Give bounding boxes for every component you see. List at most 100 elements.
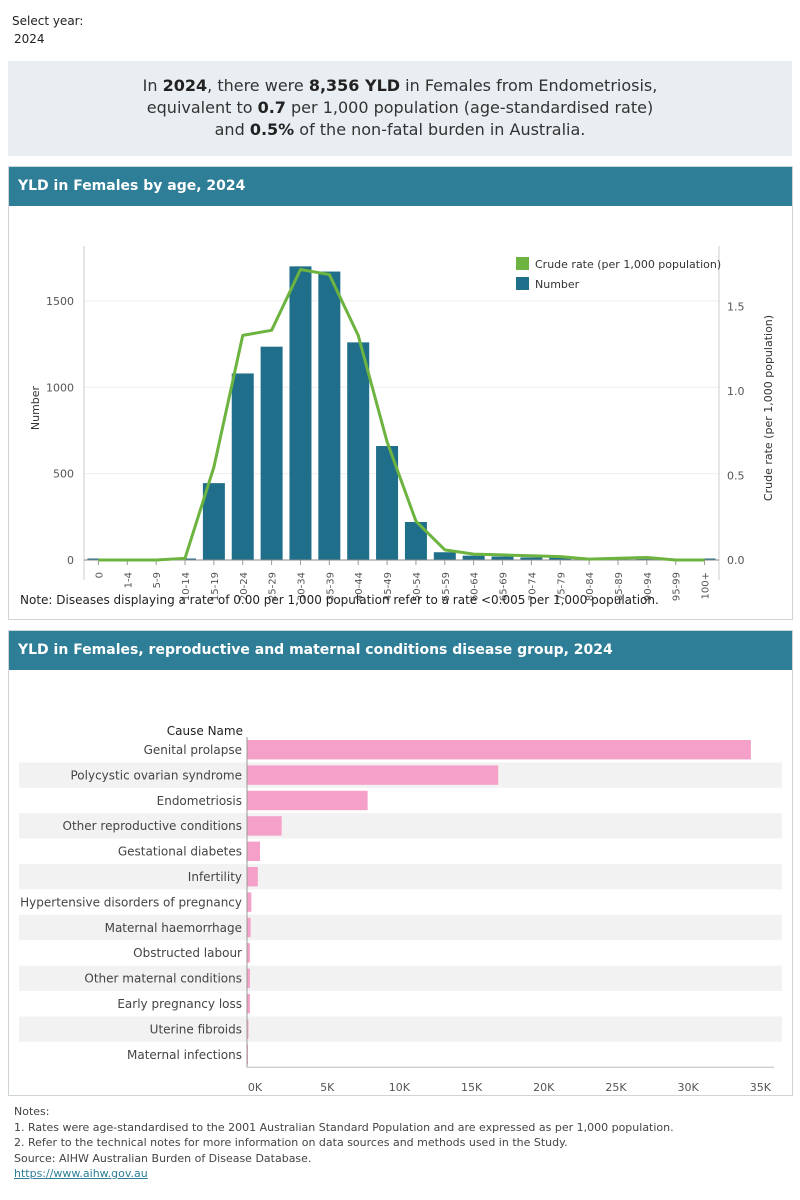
y-tick-label: 500: [53, 468, 74, 481]
cause-label: Gestational diabetes: [118, 845, 242, 859]
x-tick-label: 10K: [389, 1081, 411, 1094]
x-tick-label: 30K: [678, 1081, 700, 1094]
bar: [376, 446, 399, 560]
x-tick-label: 75-79: [556, 572, 567, 601]
bar: [404, 522, 427, 560]
cause-bar: [247, 790, 368, 811]
x-tick-label: 85-89: [614, 572, 625, 601]
cause-chart-panel: YLD in Females, reproductive and materna…: [8, 630, 793, 1120]
y2-axis-title: Crude rate (per 1,000 population): [762, 315, 775, 501]
summary-rate: 0.7: [257, 98, 286, 117]
footer-line: 2. Refer to the technical notes for more…: [14, 1136, 568, 1149]
summary-yld: 8,356 YLD: [308, 76, 401, 95]
x-tick-label: 1-4: [123, 572, 134, 588]
age-chart-note: Note: Diseases displaying a rate of 0.00…: [20, 593, 659, 607]
bar: [347, 342, 370, 560]
footer-line: Notes:: [14, 1105, 50, 1118]
cause-label: Polycystic ovarian syndrome: [71, 768, 243, 782]
cause-label: Maternal infections: [127, 1048, 242, 1062]
x-tick-label: 5-9: [152, 572, 163, 588]
footer-line: Source: AIHW Australian Burden of Diseas…: [14, 1151, 312, 1165]
x-tick-label: 20K: [533, 1081, 555, 1094]
summary-line-2: equivalent to 0.7 per 1,000 population (…: [146, 98, 654, 117]
y-tick-label: 1500: [46, 295, 74, 308]
cause-bar: [247, 841, 260, 861]
year-filter-value[interactable]: 2024: [14, 32, 45, 46]
source-link[interactable]: https://www.aihw.gov.au: [14, 1167, 148, 1180]
x-tick-label: 35K: [750, 1081, 772, 1094]
bar: [635, 558, 658, 560]
bar: [318, 271, 341, 560]
legend-swatch-number: [516, 277, 529, 290]
cause-label: Hypertensive disorders of pregnancy: [20, 895, 242, 909]
row-band: [19, 1016, 782, 1042]
x-tick-label: 25-29: [268, 572, 279, 601]
row-band: [19, 813, 782, 839]
cause-label: Other maternal conditions: [84, 972, 242, 986]
x-tick-label: 5K: [320, 1081, 335, 1094]
year-filter-label: Select year:: [12, 14, 84, 28]
cause-chart[interactable]: Cause Name Genital prolapse Polycystic ova…: [9, 670, 792, 1120]
x-tick-label: 90-94: [643, 572, 654, 601]
legend-label-number: Number: [535, 278, 580, 291]
y2-tick-label: 1.0: [727, 385, 745, 398]
summary-line-3: and 0.5% of the non-fatal burden in Aust…: [214, 120, 586, 139]
y2-tick-label: 0.5: [727, 470, 745, 483]
x-tick-label: 10-14: [181, 572, 192, 601]
cause-bar: [247, 816, 282, 836]
age-chart-panel: YLD in Females by age, 2024 0 500 1000 1500…: [8, 166, 793, 620]
cause-label: Uterine fibroids: [150, 1022, 242, 1036]
cause-label: Early pregnancy loss: [117, 997, 242, 1011]
footer-notes: Notes: 1. Rates were age-standardised to…: [14, 1104, 674, 1182]
x-tick-label: 15-19: [210, 572, 221, 601]
bar: [491, 556, 514, 560]
row-band: [19, 864, 782, 890]
cause-label: Endometriosis: [157, 794, 242, 808]
bar: [549, 557, 572, 560]
bar: [520, 557, 543, 560]
cause-bar: [247, 892, 252, 912]
summary-box: In 2024, there were 8,356 YLD in Females…: [8, 61, 792, 156]
x-tick-label: 0K: [248, 1081, 263, 1094]
x-tick-label: 70-74: [527, 572, 538, 601]
y2-tick-label: 0.0: [727, 554, 745, 567]
x-tick-label: 50-54: [412, 572, 423, 601]
x-tick-label: 95-99: [672, 572, 683, 601]
x-tick-label: 35-39: [325, 572, 336, 601]
category-header: Cause Name: [167, 724, 243, 738]
legend-swatch-rate: [516, 257, 529, 270]
legend-label-rate: Crude rate (per 1,000 population): [535, 258, 721, 271]
cause-label: Other reproductive conditions: [63, 819, 242, 833]
cause-bar: [247, 1019, 249, 1039]
rate-line: [98, 268, 705, 562]
age-chart-title: YLD in Females by age, 2024: [9, 167, 792, 206]
cause-label: Maternal haemorrhage: [105, 921, 242, 935]
x-tick-label: 20-24: [239, 572, 250, 601]
row-band: [19, 914, 782, 941]
cause-label: Genital prolapse: [144, 743, 242, 757]
x-tick-label: 45-49: [383, 572, 394, 601]
x-tick-label: 55-59: [441, 572, 452, 601]
cause-chart-title: YLD in Females, reproductive and materna…: [9, 631, 792, 670]
cause-bar: [247, 740, 751, 760]
x-tick-label: 65-69: [499, 572, 510, 601]
year-filter[interactable]: Select year: 2024: [12, 14, 83, 46]
x-tick-label: 40-44: [354, 572, 365, 601]
cause-label: Infertility: [188, 870, 242, 884]
cause-bar: [247, 917, 251, 938]
bar: [289, 266, 312, 560]
x-tick-label: 80-84: [585, 572, 596, 601]
x-tick-label: 100+: [701, 572, 712, 599]
y-tick-label: 0: [67, 554, 74, 567]
row-band: [19, 965, 782, 991]
x-tick-label: 60-64: [470, 572, 481, 601]
summary-line-1: In 2024, there were 8,356 YLD in Females…: [142, 76, 658, 95]
legend: Crude rate (per 1,000 population) Number: [516, 257, 721, 291]
summary-year: 2024: [162, 76, 208, 95]
cause-bar: [247, 867, 258, 887]
x-tick-label: 30-34: [296, 572, 307, 601]
cause-bar: [247, 968, 250, 988]
cause-bar: [247, 943, 250, 963]
bar: [260, 346, 283, 560]
